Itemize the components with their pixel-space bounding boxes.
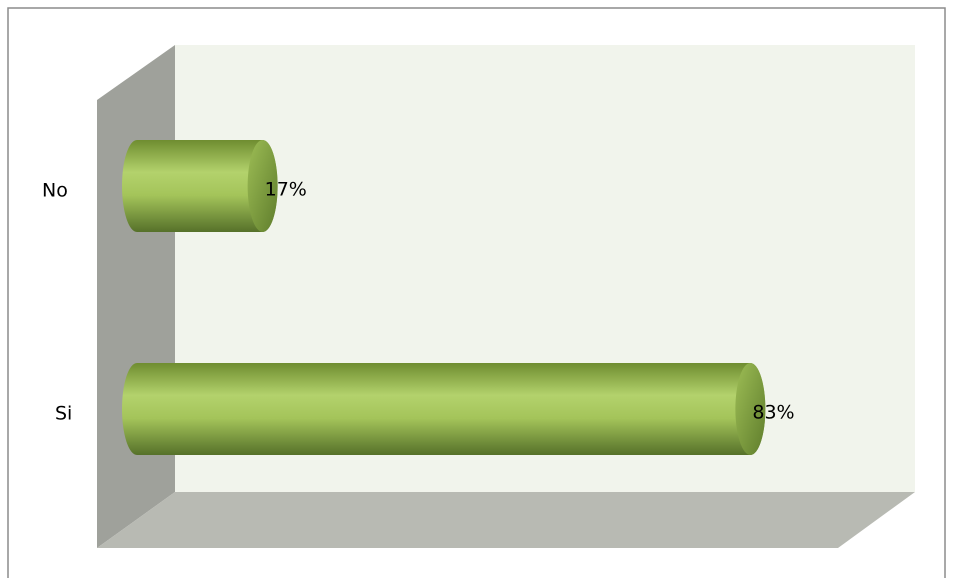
data-label: 83% <box>752 402 794 424</box>
bar-cap <box>735 363 766 455</box>
category-label: No <box>42 180 68 202</box>
bar <box>122 363 766 455</box>
chart-border <box>7 7 946 578</box>
category-label: Si <box>55 403 72 425</box>
bar <box>122 140 278 232</box>
floor <box>97 492 915 548</box>
bar-cap <box>247 140 278 232</box>
side-wall <box>97 45 175 548</box>
data-label: 17% <box>265 179 307 201</box>
